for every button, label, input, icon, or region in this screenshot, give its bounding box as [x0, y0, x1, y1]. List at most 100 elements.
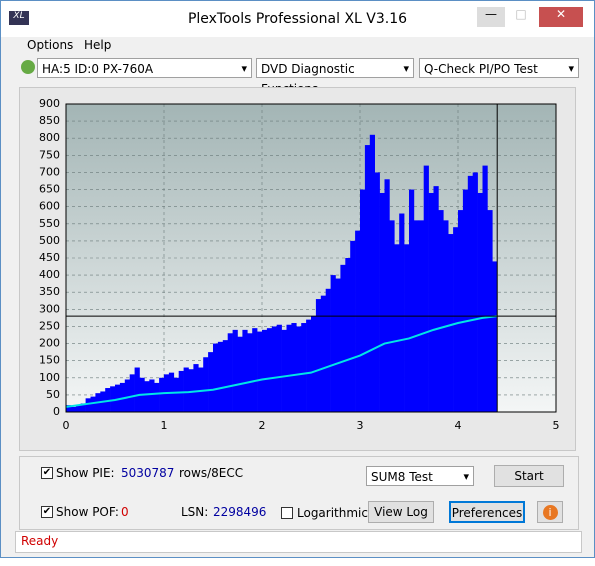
control-panel — [19, 456, 579, 530]
bar — [438, 210, 444, 412]
bar — [237, 336, 243, 412]
bar — [198, 367, 204, 412]
maximize[interactable]: □ — [515, 7, 527, 21]
bar — [208, 352, 214, 412]
bar — [70, 406, 77, 412]
bar — [242, 329, 248, 412]
y-tick-label: 100 — [39, 371, 60, 384]
y-tick-label: 50 — [46, 388, 60, 401]
y-tick-label: 550 — [39, 217, 60, 230]
app-icon: XL — [9, 11, 29, 25]
bar — [394, 244, 400, 412]
bar — [247, 333, 253, 412]
bar — [90, 396, 96, 412]
y-tick-label: 750 — [39, 148, 60, 161]
pof-value: 0 — [121, 505, 129, 519]
minimize[interactable]: — — [477, 7, 505, 27]
y-tick-label: 250 — [39, 319, 60, 332]
drive-select[interactable]: HA:5 ID:0 PX-760A — [37, 58, 252, 79]
y-tick-label: 900 — [39, 97, 60, 110]
menu-item[interactable]: Help — [84, 38, 112, 52]
bar — [320, 295, 326, 412]
bar — [428, 192, 434, 412]
start-button[interactable]: Start — [494, 465, 564, 487]
bar — [183, 367, 189, 412]
y-tick-label: 300 — [39, 302, 60, 315]
bar — [222, 340, 228, 412]
bar — [257, 331, 263, 412]
bar — [384, 179, 390, 412]
bar — [276, 324, 282, 412]
y-tick-label: 850 — [39, 114, 60, 127]
preferences-button[interactable]: Preferences — [449, 501, 525, 523]
bar — [75, 405, 81, 412]
bar — [325, 288, 331, 412]
y-tick-label: 200 — [39, 337, 60, 350]
bar — [286, 324, 292, 412]
bar — [134, 367, 140, 412]
x-tick-label: 4 — [455, 419, 462, 432]
bar — [266, 328, 273, 412]
show-pie-checkbox[interactable]: ✔ — [41, 467, 53, 479]
y-tick-label: 150 — [39, 354, 60, 367]
y-tick-label: 650 — [39, 183, 60, 196]
y-tick-label: 350 — [39, 285, 60, 298]
line — [65, 315, 498, 408]
bar — [379, 192, 385, 412]
bar — [301, 323, 307, 412]
bar — [311, 316, 317, 412]
info-button[interactable]: i — [537, 501, 563, 523]
bar — [315, 299, 322, 412]
pie-value: 5030787 — [121, 466, 175, 480]
logarithmic-checkbox[interactable] — [281, 507, 293, 519]
logarithmic-label: Logarithmic — [297, 506, 368, 520]
bar — [399, 213, 405, 412]
show-pof-checkbox[interactable]: ✔ — [41, 506, 53, 518]
bar — [340, 264, 346, 412]
pie-unit: rows/8ECC — [179, 466, 244, 480]
y-tick-label: 450 — [39, 251, 60, 264]
sum-test-select[interactable]: SUM8 Test — [366, 466, 474, 487]
bar — [472, 172, 478, 412]
bar — [467, 175, 473, 412]
bar — [296, 326, 302, 412]
bar — [271, 326, 277, 412]
close[interactable]: ✕ — [539, 7, 583, 27]
x-tick-label: 0 — [63, 419, 70, 432]
bar — [409, 189, 415, 412]
show-pie-label: Show PIE: — [56, 466, 115, 480]
test-select[interactable]: Q-Check PI/PO Test — [419, 58, 579, 79]
bar — [350, 240, 356, 412]
bar — [477, 192, 483, 412]
bar — [188, 369, 194, 412]
bar — [149, 379, 155, 412]
bar — [355, 230, 361, 412]
bar — [217, 341, 224, 412]
bar — [129, 374, 135, 412]
bar — [291, 323, 297, 412]
menu-item[interactable]: Options — [27, 38, 74, 52]
y-tick-label: 700 — [39, 165, 60, 178]
y-tick-label: 0 — [53, 405, 60, 418]
bar — [458, 210, 464, 412]
x-tick-label: 1 — [161, 419, 168, 432]
function-select[interactable]: DVD Diagnostic Functions — [256, 58, 414, 96]
bar — [369, 134, 375, 413]
drive-icon — [21, 60, 35, 74]
lsn-value: 2298496 — [213, 505, 267, 519]
bar — [335, 278, 341, 412]
x-tick-label: 2 — [259, 419, 266, 432]
bar — [213, 343, 219, 412]
bar — [462, 189, 469, 412]
bar — [404, 244, 410, 412]
bar — [115, 384, 121, 412]
bar — [173, 377, 179, 412]
chart: 0501001502002503003504004505005506006507… — [39, 97, 560, 432]
view-log-button[interactable]: View Log — [368, 501, 434, 523]
bar — [110, 386, 116, 412]
status-text: Ready — [21, 534, 59, 548]
bar — [80, 403, 86, 412]
bar — [448, 234, 454, 412]
